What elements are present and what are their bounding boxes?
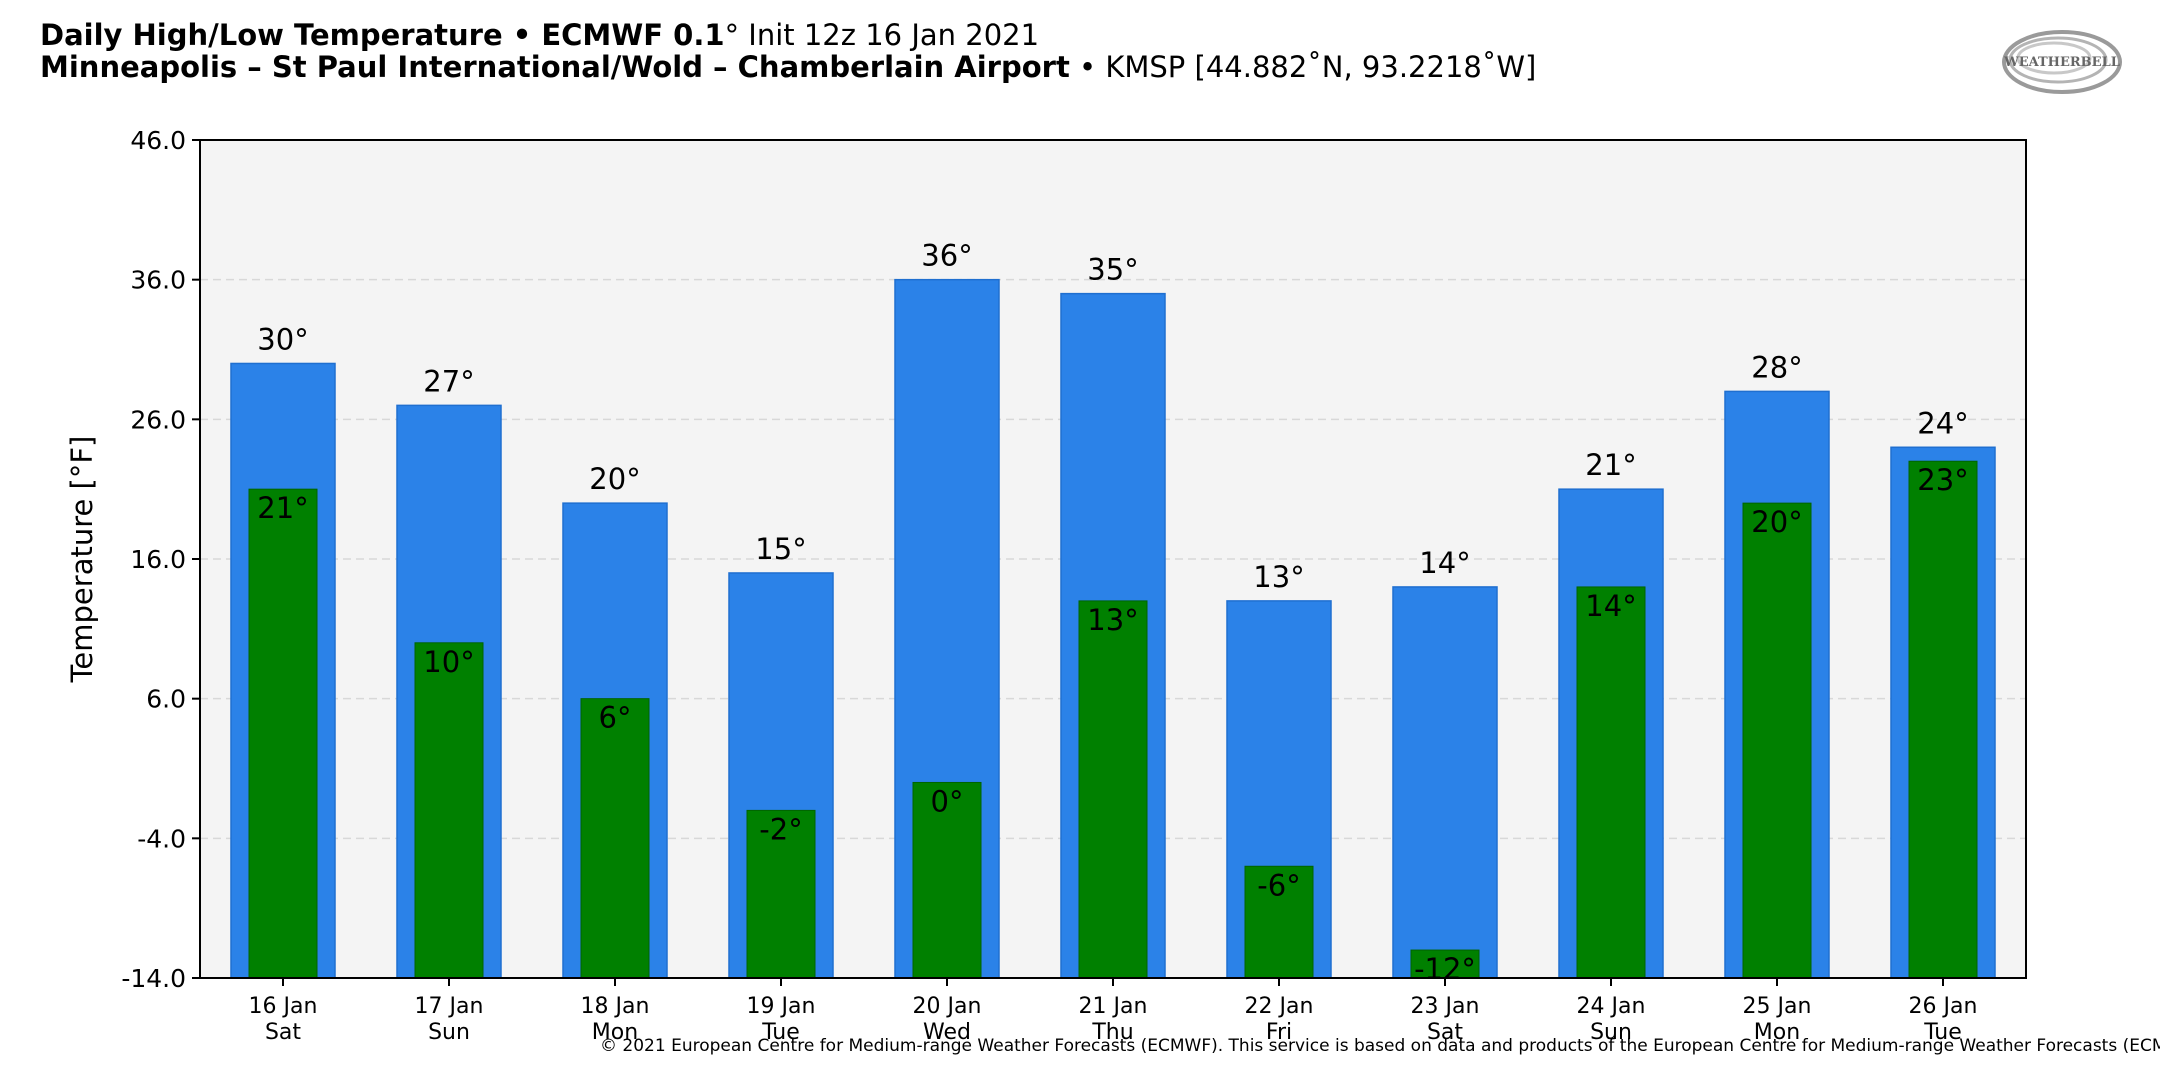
y-tick-label: 26.0	[130, 405, 186, 434]
copyright-footer: © 2021 European Centre for Medium-range …	[600, 1036, 2160, 1056]
low-value-label: 20°	[1751, 505, 1802, 539]
chart-title-degree: °	[724, 18, 740, 52]
low-value-label: -6°	[1257, 868, 1300, 902]
y-tick-label: 46.0	[130, 126, 186, 155]
low-bar	[912, 781, 982, 979]
x-tick-date: 16 Jan	[249, 994, 318, 1019]
x-tick-day: Mon	[592, 1020, 638, 1045]
low-bars	[248, 460, 1978, 979]
x-tick-day: Tue	[1923, 1020, 1962, 1045]
chart-title: Daily High/Low Temperature • ECMWF 0.1° …	[40, 18, 1039, 52]
high-value-label: 20°	[589, 462, 640, 496]
y-tick-label: 36.0	[130, 266, 186, 295]
high-value-label: 27°	[423, 364, 474, 398]
low-bar	[1742, 502, 1812, 979]
low-value-label: 21°	[257, 491, 308, 525]
low-bar	[746, 809, 816, 979]
chart-title-bold: Daily High/Low Temperature • ECMWF 0.1	[40, 18, 725, 52]
high-value-label: 13°	[1253, 560, 1304, 594]
high-value-label: 15°	[755, 532, 806, 566]
x-tick-day: Sat	[1427, 1020, 1463, 1045]
y-tick-label: -4.0	[137, 824, 186, 853]
x-tick-day: Wed	[923, 1020, 971, 1045]
high-bar	[1392, 586, 1498, 979]
low-value-label: 23°	[1917, 463, 1968, 497]
station-separator: •	[1069, 50, 1106, 84]
low-value-label: -2°	[759, 812, 802, 846]
low-value-label: 13°	[1087, 603, 1138, 637]
logo-text: WEATHERBELL	[2003, 55, 2120, 70]
low-value-label: 0°	[931, 784, 964, 818]
x-tick-date: 20 Jan	[913, 994, 982, 1019]
x-tick-date: 22 Jan	[1245, 994, 1314, 1019]
high-value-label: 14°	[1419, 546, 1470, 580]
low-value-label: 10°	[423, 645, 474, 679]
low-labels: 21°10°6°-2°0°13°-6°-12°14°20°23°	[257, 463, 1968, 986]
x-tick-date: 21 Jan	[1079, 994, 1148, 1019]
weatherbell-logo: WEATHERBELL	[2002, 30, 2122, 94]
high-value-label: 24°	[1917, 406, 1968, 440]
station-name: Minneapolis – St Paul International/Wold…	[40, 50, 1070, 84]
chart-subtitle: Minneapolis – St Paul International/Wold…	[40, 50, 1536, 84]
x-tick-date: 19 Jan	[747, 994, 816, 1019]
x-tick-date: 25 Jan	[1743, 994, 1812, 1019]
x-tick-date: 23 Jan	[1411, 994, 1480, 1019]
low-bar	[248, 488, 318, 979]
y-tick-label: -14.0	[121, 964, 186, 993]
chart-title-init: Init 12z 16 Jan 2021	[748, 18, 1040, 52]
low-bar	[1078, 600, 1148, 979]
x-tick-day: Thu	[1091, 1020, 1133, 1045]
x-tick-day: Fri	[1266, 1020, 1292, 1045]
high-value-label: 28°	[1751, 350, 1802, 384]
station-coords: KMSP [44.882˚N, 93.2218˚W]	[1105, 50, 1537, 84]
low-bar	[414, 642, 484, 979]
y-tick-label: 16.0	[130, 545, 186, 574]
x-tick-date: 26 Jan	[1909, 994, 1978, 1019]
low-bar	[580, 698, 650, 979]
y-axis-label: Temperature [°F]	[65, 436, 99, 684]
low-bar	[1410, 949, 1480, 979]
high-labels: 30° 27° 20° 15° 36° 35° 13° 14° 21° 28° 24°	[257, 239, 1968, 594]
low-bar	[1576, 586, 1646, 979]
x-tick-date: 17 Jan	[415, 994, 484, 1019]
low-bar	[1908, 460, 1978, 979]
y-tick-label: 6.0	[146, 685, 186, 714]
x-tick-day: Tue	[761, 1020, 800, 1045]
x-tick-day: Sun	[428, 1020, 470, 1045]
high-value-label: 30°	[257, 322, 308, 356]
high-value-label: 21°	[1585, 448, 1636, 482]
low-bar	[1244, 865, 1314, 979]
y-axis: 46.0 36.0 26.0 16.0 6.0 -4.0 -14.0	[121, 126, 200, 993]
x-tick-day: Sat	[265, 1020, 301, 1045]
x-tick-day: Sun	[1590, 1020, 1632, 1045]
high-value-label: 35°	[1087, 253, 1138, 287]
high-value-label: 36°	[921, 239, 972, 273]
low-value-label: 6°	[599, 701, 632, 735]
low-value-label: 14°	[1585, 589, 1636, 623]
x-tick-date: 24 Jan	[1577, 994, 1646, 1019]
x-tick-date: 18 Jan	[581, 994, 650, 1019]
x-tick-day: Mon	[1754, 1020, 1800, 1045]
